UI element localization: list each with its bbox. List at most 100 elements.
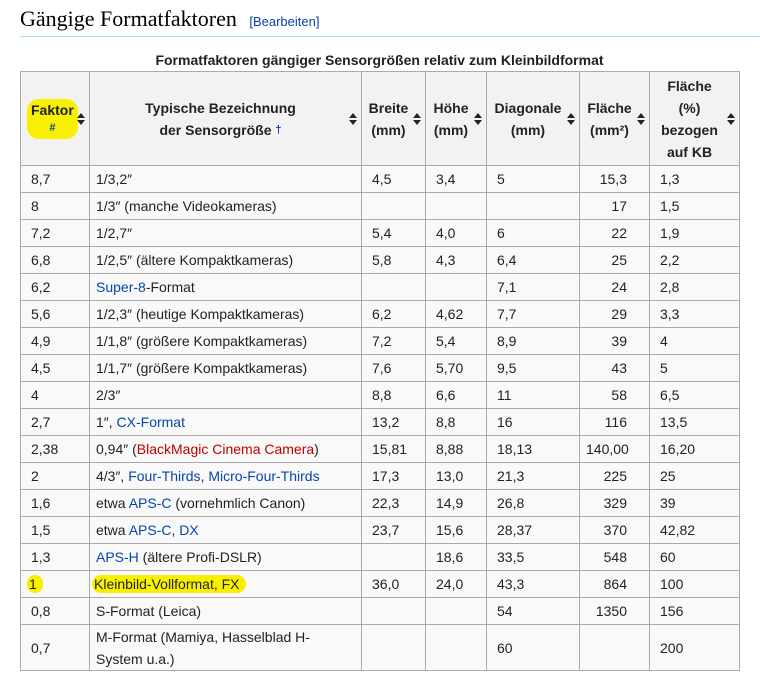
sort-icon[interactable] [727,112,735,125]
header-hoehe[interactable]: Höhe (mm) [425,71,487,166]
table-row: 5,6 1/2,3″ (heutige Kompaktkameras) 6,2 4,6… [20,300,740,328]
cell-faktor: 2 [20,462,90,490]
bezeichnung-link[interactable]: APS-H [96,549,139,565]
bezeichnung-text: 1/2,5″ (ältere Kompaktkameras) [96,252,294,268]
cell-flaeche-prozent: 156 [649,597,740,625]
bezeichnung-link[interactable]: Vollformat [151,576,214,592]
bezeichnung-link[interactable]: Super-8 [96,279,146,295]
sort-icon[interactable] [567,112,575,125]
header-pct-line1: Fläche [667,77,712,94]
bezeichnung-link[interactable]: Four-Thirds [128,468,201,484]
cell-flaeche-prozent: 42,82 [649,516,740,544]
table-row: 2 4/3″, Four-Thirds, Micro-Four-Thirds 17,… [20,462,740,490]
sort-icon[interactable] [637,112,645,125]
cell-flaeche-prozent: 100 [649,570,740,598]
bezeichnung-text: (vornehmlich Canon) [171,495,306,511]
header-diagonale[interactable]: Diagonale (mm) [486,71,580,166]
sort-icon[interactable] [413,112,421,125]
cell-hoehe: 6,6 [425,381,487,409]
row-highlight: Kleinbild-Vollformat, FX [92,575,246,593]
cell-flaeche: 225 [579,462,650,490]
bezeichnung-link[interactable]: APS-C [128,522,172,538]
table-row: 2,7 1″, CX-Format 13,2 8,8 16 116 13,5 [20,408,740,436]
cell-hoehe [425,192,487,220]
cell-breite [361,192,426,220]
cell-breite: 13,2 [361,408,426,436]
header-bezeichnung[interactable]: Typische Bezeichnung der Sensorgröße † [89,71,362,166]
table-row: 6,2 Super-8-Format 7,1 24 2,8 [20,273,740,301]
cell-flaeche-prozent: 3,3 [649,300,740,328]
cell-diagonale: 8,9 [486,327,580,355]
sort-icon[interactable] [77,112,85,125]
table-row: 1 Kleinbild-Vollformat, FX 36,0 24,0 43,3 864… [20,570,740,598]
table-row: 6,8 1/2,5″ (ältere Kompaktkameras) 5,8 4,3 6… [20,246,740,274]
edit-section-link[interactable]: [Bearbeiten] [249,14,320,29]
sort-icon[interactable] [349,112,357,125]
footnote-hash-link[interactable]: # [49,121,56,134]
bezeichnung-text: Kleinbild- [94,576,152,592]
table-row: 1,5 etwa APS-C, DX 23,7 15,6 28,37 370 42,82 [20,516,740,544]
bezeichnung-redlink[interactable]: BlackMagic Cinema Camera [136,441,315,457]
cell-breite: 5,8 [361,246,426,274]
cell-faktor: 1,5 [20,516,90,544]
bezeichnung-link[interactable]: FX [221,576,240,592]
cell-diagonale: 6,4 [486,246,580,274]
header-faktor-label: Faktor [31,101,74,118]
table-row: 0,8 S-Format (Leica) 54 1350 156 [20,597,740,625]
cell-flaeche: 548 [579,543,650,571]
header-flaeche[interactable]: Fläche (mm²) [579,71,650,166]
cell-hoehe: 5,4 [425,327,487,355]
cell-flaeche: 22 [579,219,650,247]
cell-bezeichnung: 1/1,8″ (größere Kompaktkameras) [89,327,362,355]
cell-diagonale: 60 [486,624,580,671]
cell-flaeche: 58 [579,381,650,409]
header-breite[interactable]: Breite (mm) [361,71,426,166]
bezeichnung-link[interactable]: APS-C [128,495,172,511]
table-body: 8,7 1/3,2″ 4,5 3,4 5 15,3 1,3 8 1/3″ (manche Vid… [20,165,740,671]
cell-diagonale: 7,1 [486,273,580,301]
cell-bezeichnung: Kleinbild-Vollformat, FX [89,570,362,598]
cell-diagonale: 21,3 [486,462,580,490]
cell-flaeche-prozent: 16,20 [649,435,740,463]
cell-faktor: 2,38 [20,435,90,463]
cell-breite [361,543,426,571]
bezeichnung-text: 1/2,7″ [96,225,133,241]
sort-icon[interactable] [474,112,482,125]
bezeichnung-link[interactable]: Micro-Four-Thirds [208,468,320,484]
format-factor-table: Faktor # Typische Bezeichnung der Sensor… [20,71,740,671]
bezeichnung-link[interactable]: CX-Format [116,414,185,430]
header-faktor[interactable]: Faktor # [20,71,90,166]
cell-faktor: 8,7 [20,165,90,193]
bezeichnung-text: 1/1,8″ (größere Kompaktkameras) [96,333,308,349]
footnote-dagger-link[interactable]: † [275,123,282,136]
cell-bezeichnung: 1/3,2″ [89,165,362,193]
cell-diagonale: 6 [486,219,580,247]
bezeichnung-link[interactable]: DX [179,522,199,538]
bezeichnung-text: (ältere Profi-DSLR) [138,549,262,565]
cell-diagonale: 16 [486,408,580,436]
header-breite-line1: Breite [368,99,409,116]
cell-hoehe: 14,9 [425,489,487,517]
header-flaeche-prozent[interactable]: Fläche (%) bezogen auf KB [649,71,740,166]
cell-breite: 17,3 [361,462,426,490]
cell-breite: 6,2 [361,300,426,328]
cell-flaeche-prozent: 4 [649,327,740,355]
cell-flaeche: 43 [579,354,650,382]
cell-hoehe: 13,0 [425,462,487,490]
bezeichnung-text: , [213,576,222,592]
bezeichnung-text: , [171,522,180,538]
bezeichnung-text: M-Format (Mamiya, Hasselblad H-System u.… [96,628,310,667]
cell-bezeichnung: S-Format (Leica) [89,597,362,625]
cell-bezeichnung: 1/2,3″ (heutige Kompaktkameras) [89,300,362,328]
cell-flaeche: 39 [579,327,650,355]
cell-flaeche: 24 [579,273,650,301]
cell-flaeche-prozent: 5 [649,354,740,382]
cell-flaeche: 25 [579,246,650,274]
table-caption: Formatfaktoren gängiger Sensorgrößen rel… [155,52,604,68]
cell-flaeche-prozent: 25 [649,462,740,490]
cell-hoehe: 8,88 [425,435,487,463]
cell-hoehe: 4,3 [425,246,487,274]
cell-diagonale: 26,8 [486,489,580,517]
cell-breite: 5,4 [361,219,426,247]
bezeichnung-text: 4/3″, [96,468,129,484]
